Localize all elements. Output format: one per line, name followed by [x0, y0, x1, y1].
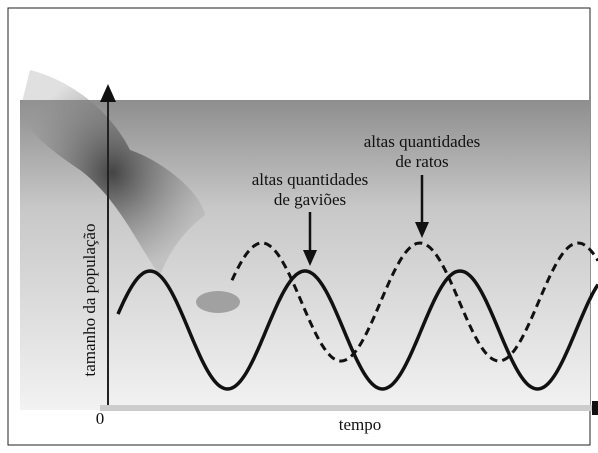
diagram: 0 tempo tamanho da população altas quant… [0, 0, 598, 453]
x-axis-label: tempo [339, 415, 382, 434]
annotation-line: de gaviões [274, 190, 346, 209]
origin-label: 0 [96, 409, 105, 428]
x-axis-arrow [592, 401, 598, 415]
annotation-line: altas quantidades [252, 170, 369, 189]
y-axis-label: tamanho da população [80, 224, 99, 377]
annotation-line: altas quantidades [364, 132, 481, 151]
rat-illustration [196, 291, 240, 313]
annotation-line: de ratos [395, 152, 448, 171]
